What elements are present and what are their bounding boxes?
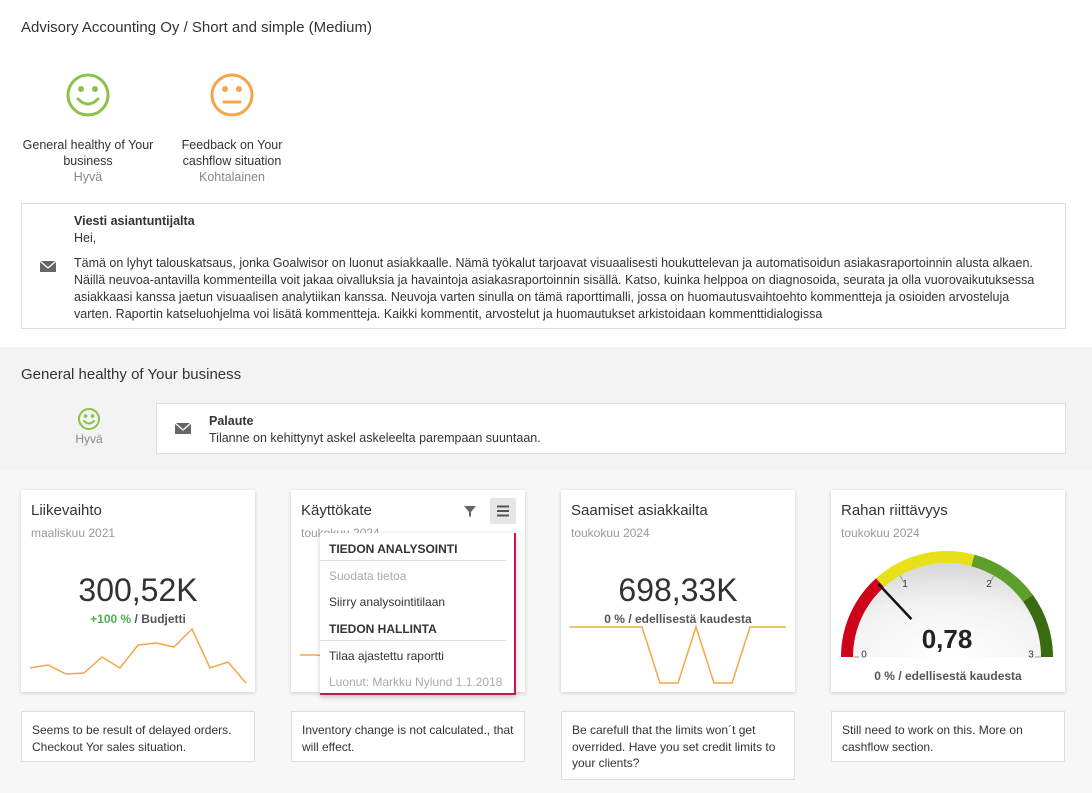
change-note: / edellisestä kaudesta — [628, 612, 752, 626]
card-title: Käyttökate — [301, 502, 372, 519]
sparkline — [570, 624, 786, 684]
menu-item: Luonut: Markku Nylund 1.1.2018 — [329, 675, 503, 689]
message-title: Viesti asiantuntijalta — [74, 214, 195, 228]
envelope-icon — [39, 260, 57, 272]
card-date: toukokuu 2024 — [841, 526, 920, 540]
rating-status: Hyvä — [73, 170, 103, 184]
card-change: +100 % / Budjetti — [21, 612, 255, 626]
section-title: General healthy of Your business — [21, 366, 242, 383]
gauge-tick-label: 0 — [861, 650, 867, 661]
card-title: Liikevaihto — [31, 502, 102, 519]
gauge-tick-label: 3 — [1028, 650, 1034, 661]
gauge-tick — [990, 575, 995, 582]
rating-label: Feedback on Your cashflow situation — [181, 138, 283, 168]
menu-item: Suodata tietoa — [329, 569, 407, 583]
card-note: Seems to be result of delayed orders. Ch… — [21, 711, 255, 762]
smiley-icon — [78, 408, 100, 430]
feedback-title: Palaute — [209, 414, 254, 428]
menu-item[interactable]: Tilaa ajastettu raportti — [329, 649, 444, 663]
kpi-card: Liikevaihto maaliskuu 2021 300,52K +100 % /… — [21, 490, 255, 692]
card-change: 0 % / edellisestä kaudesta — [561, 612, 795, 626]
section-status: Hyvä — [75, 432, 103, 446]
card-title: Rahan riittävyys — [841, 502, 948, 519]
card-change: 0 % / edellisestä kaudesta — [831, 669, 1065, 683]
gauge-value: 0,78 — [922, 624, 973, 654]
feedback-box: Palaute Tilanne on kehittynyt askel aske… — [156, 403, 1066, 454]
message-box: Viesti asiantuntijalta Hei, Tämä on lyhy… — [21, 203, 1066, 329]
gauge-band — [841, 578, 885, 657]
change-value: 0 % — [874, 669, 895, 683]
rating: General healthy of Your business Hyvä — [13, 137, 163, 185]
change-note: / Budjetti — [134, 612, 186, 626]
rating-label: General healthy of Your business — [22, 138, 154, 168]
kpi-card: Saamiset asiakkailta toukokuu 2024 698,33K… — [561, 490, 795, 692]
card-value: 698,33K — [618, 572, 738, 608]
page-title: Advisory Accounting Oy / Short and simpl… — [21, 19, 372, 36]
dropdown-menu: TIEDON ANALYSOINTI Suodata tietoa Siirry a… — [320, 533, 516, 695]
card-value: 300,52K — [78, 572, 198, 608]
card-note: Still need to work on this. More on cash… — [831, 711, 1065, 762]
neutral-icon — [210, 73, 254, 117]
gauge-face — [853, 563, 1041, 657]
gauge-band — [876, 551, 975, 588]
card-date: toukokuu 2024 — [571, 526, 650, 540]
card-date: maaliskuu 2021 — [31, 526, 116, 540]
sparkline — [29, 627, 247, 684]
gauge-tick-label: 1 — [902, 579, 908, 590]
card-title: Saamiset asiakkailta — [571, 502, 708, 519]
card-note: Be carefull that the limits won´t get ov… — [561, 711, 795, 780]
menu-section-title: TIEDON ANALYSOINTI — [320, 533, 506, 561]
menu-item[interactable]: Siirry analysointitilaan — [329, 595, 446, 609]
menu-button[interactable] — [490, 498, 516, 524]
change-value: 0 % — [604, 612, 625, 626]
change-note: / edellisestä kaudesta — [898, 669, 1022, 683]
message-greeting: Hei, — [74, 231, 97, 245]
gauge-band — [971, 554, 1033, 602]
menu-section-title: TIEDON HALLINTA — [320, 613, 506, 641]
filter-icon — [464, 506, 476, 517]
smiley-icon — [66, 73, 110, 117]
gauge-tick — [899, 575, 904, 582]
envelope-icon — [174, 422, 192, 434]
menu-icon — [497, 505, 509, 517]
gauge-band — [1023, 594, 1053, 657]
message-body: Tämä on lyhyt talouskatsaus, jonka Goalw… — [74, 256, 1035, 321]
feedback-text: Tilanne on kehittynyt askel askeleelta p… — [209, 431, 541, 445]
gauge-tick-label: 2 — [986, 579, 992, 590]
gauge-needle — [877, 583, 913, 620]
rating-status: Kohtalainen — [198, 170, 266, 184]
rating: Feedback on Your cashflow situation Koht… — [157, 137, 307, 185]
card-note: Inventory change is not calculated., tha… — [291, 711, 525, 762]
change-value: +100 % — [90, 612, 132, 626]
filter-button[interactable] — [461, 502, 479, 520]
